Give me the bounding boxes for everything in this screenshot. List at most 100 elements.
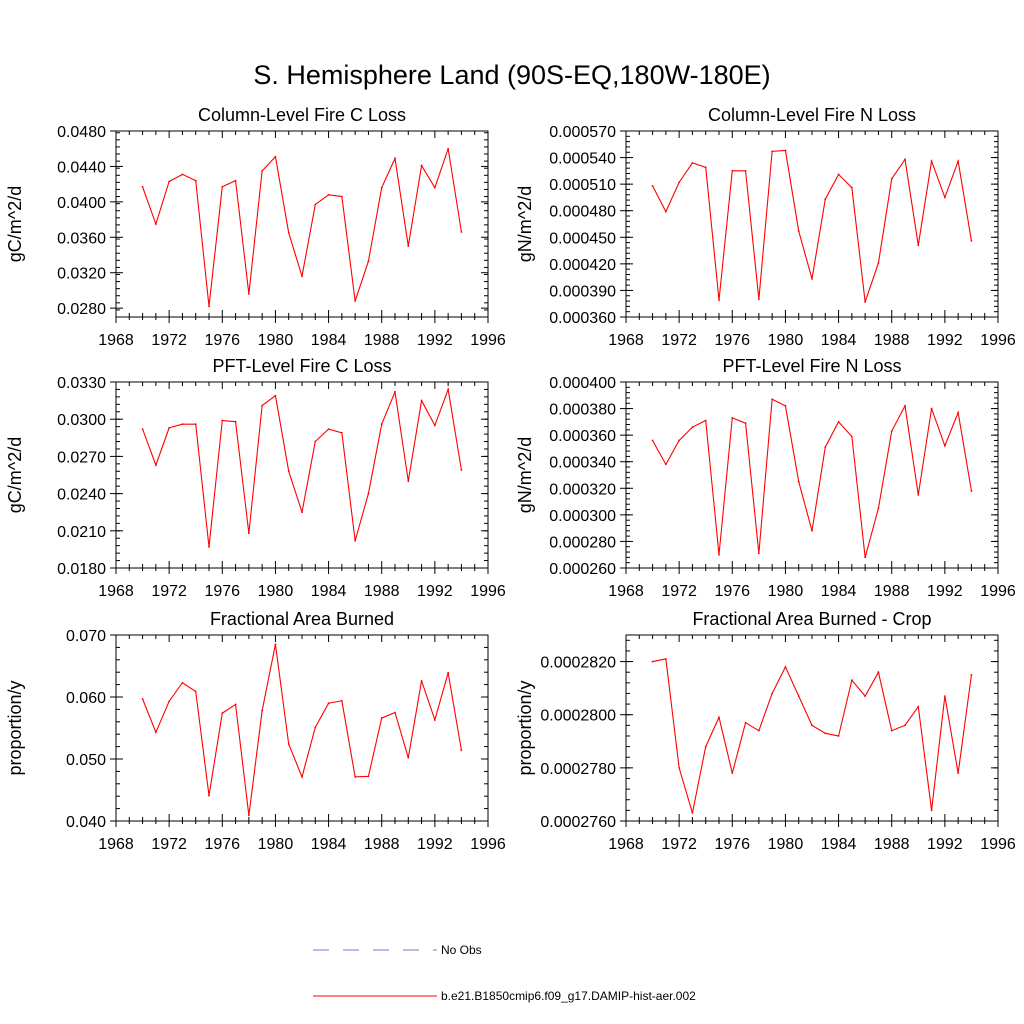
y-tick-label: 0.000570 [549, 124, 616, 141]
data-point [784, 665, 787, 668]
x-tick-label: 1968 [608, 836, 644, 853]
data-point [327, 428, 330, 431]
x-tick-label: 1996 [980, 332, 1016, 349]
data-point [274, 394, 277, 397]
data-point [691, 161, 694, 164]
data-point [168, 700, 171, 703]
y-tick-label: 0.0210 [57, 524, 106, 541]
data-point [917, 244, 920, 247]
data-point [287, 231, 290, 234]
x-tick-label: 1972 [151, 836, 187, 853]
data-point [194, 690, 197, 693]
y-axis-label: gN/m^2/d [515, 437, 535, 513]
data-point [784, 149, 787, 152]
data-point [797, 695, 800, 698]
data-point [850, 435, 853, 438]
data-point [460, 749, 463, 752]
y-tick-label: 0.0270 [57, 449, 106, 466]
x-tick-label: 1968 [98, 583, 134, 600]
y-axis-label: proportion/y [515, 680, 535, 775]
y-tick-label: 0.0002780 [540, 761, 616, 778]
data-point [678, 766, 681, 769]
data-point [234, 703, 237, 706]
data-point [380, 186, 383, 189]
plot-frame [115, 130, 489, 318]
data-point [744, 721, 747, 724]
plot-frame [625, 130, 999, 318]
series-line [652, 658, 972, 814]
x-tick-label: 1984 [821, 332, 857, 349]
data-point [327, 702, 330, 705]
data-point [141, 185, 144, 188]
data-point [930, 809, 933, 812]
x-tick-label: 1968 [608, 332, 644, 349]
data-point [837, 173, 840, 176]
y-tick-label: 0.0440 [57, 159, 106, 176]
data-point [943, 196, 946, 199]
x-tick-label: 1996 [980, 836, 1016, 853]
data-point [744, 422, 747, 425]
y-tick-label: 0.000360 [549, 428, 616, 445]
y-tick-label: 0.000260 [549, 561, 616, 578]
data-point [460, 469, 463, 471]
data-point [837, 420, 840, 423]
y-tick-label: 0.000360 [549, 310, 616, 327]
data-point [811, 724, 813, 727]
data-point [221, 712, 224, 715]
x-tick-label: 1980 [768, 332, 804, 349]
data-point [850, 679, 853, 682]
y-tick-label: 0.000420 [549, 257, 616, 274]
data-point [930, 407, 933, 410]
y-tick-label: 0.0400 [57, 195, 106, 212]
y-tick-label: 0.000400 [549, 375, 616, 392]
data-point [154, 731, 157, 734]
data-point [433, 186, 436, 189]
y-tick-label: 0.000380 [549, 402, 616, 419]
data-point [890, 729, 893, 732]
x-tick-label: 1984 [311, 836, 347, 853]
y-tick-label: 0.060 [66, 690, 106, 707]
data-point [718, 553, 720, 556]
data-point [208, 546, 210, 548]
y-axis-label: gC/m^2/d [5, 186, 25, 262]
y-axis-label: gC/m^2/d [5, 437, 25, 513]
y-tick-label: 0.0280 [57, 301, 106, 318]
x-tick-label: 1984 [311, 332, 347, 349]
data-point [154, 464, 157, 466]
data-point [340, 431, 343, 434]
x-tick-label: 1980 [768, 583, 804, 600]
series-line [142, 644, 462, 816]
x-tick-label: 1988 [364, 836, 400, 853]
data-point [168, 180, 171, 183]
y-tick-label: 0.000540 [549, 151, 616, 168]
data-point [141, 428, 144, 431]
data-point [394, 157, 396, 160]
x-tick-label: 1972 [151, 583, 187, 600]
x-tick-label: 1976 [204, 332, 240, 349]
data-point [877, 262, 880, 264]
data-point [864, 695, 867, 698]
data-point [314, 726, 317, 729]
data-point [234, 420, 237, 423]
panel-title: Column-Level Fire N Loss [708, 105, 916, 125]
data-point [460, 231, 463, 233]
data-point [691, 426, 694, 429]
data-point [784, 405, 787, 407]
data-point [314, 440, 317, 443]
x-tick-label: 1996 [470, 836, 506, 853]
panel-title: PFT-Level Fire C Loss [212, 356, 391, 376]
data-point [890, 177, 893, 180]
data-point [930, 160, 933, 163]
chart-panel: Column-Level Fire N Loss gN/m^2/d 1968 1972… [515, 105, 1016, 349]
y-axis-label: proportion/y [5, 680, 25, 775]
data-point [354, 539, 357, 542]
data-point [314, 203, 317, 206]
x-tick-label: 1976 [714, 836, 750, 853]
data-point [917, 705, 920, 708]
data-point [904, 158, 906, 161]
data-point [141, 697, 144, 700]
data-point [221, 185, 224, 188]
data-point [664, 658, 667, 660]
data-point [221, 419, 224, 422]
x-tick-label: 1992 [927, 836, 963, 853]
